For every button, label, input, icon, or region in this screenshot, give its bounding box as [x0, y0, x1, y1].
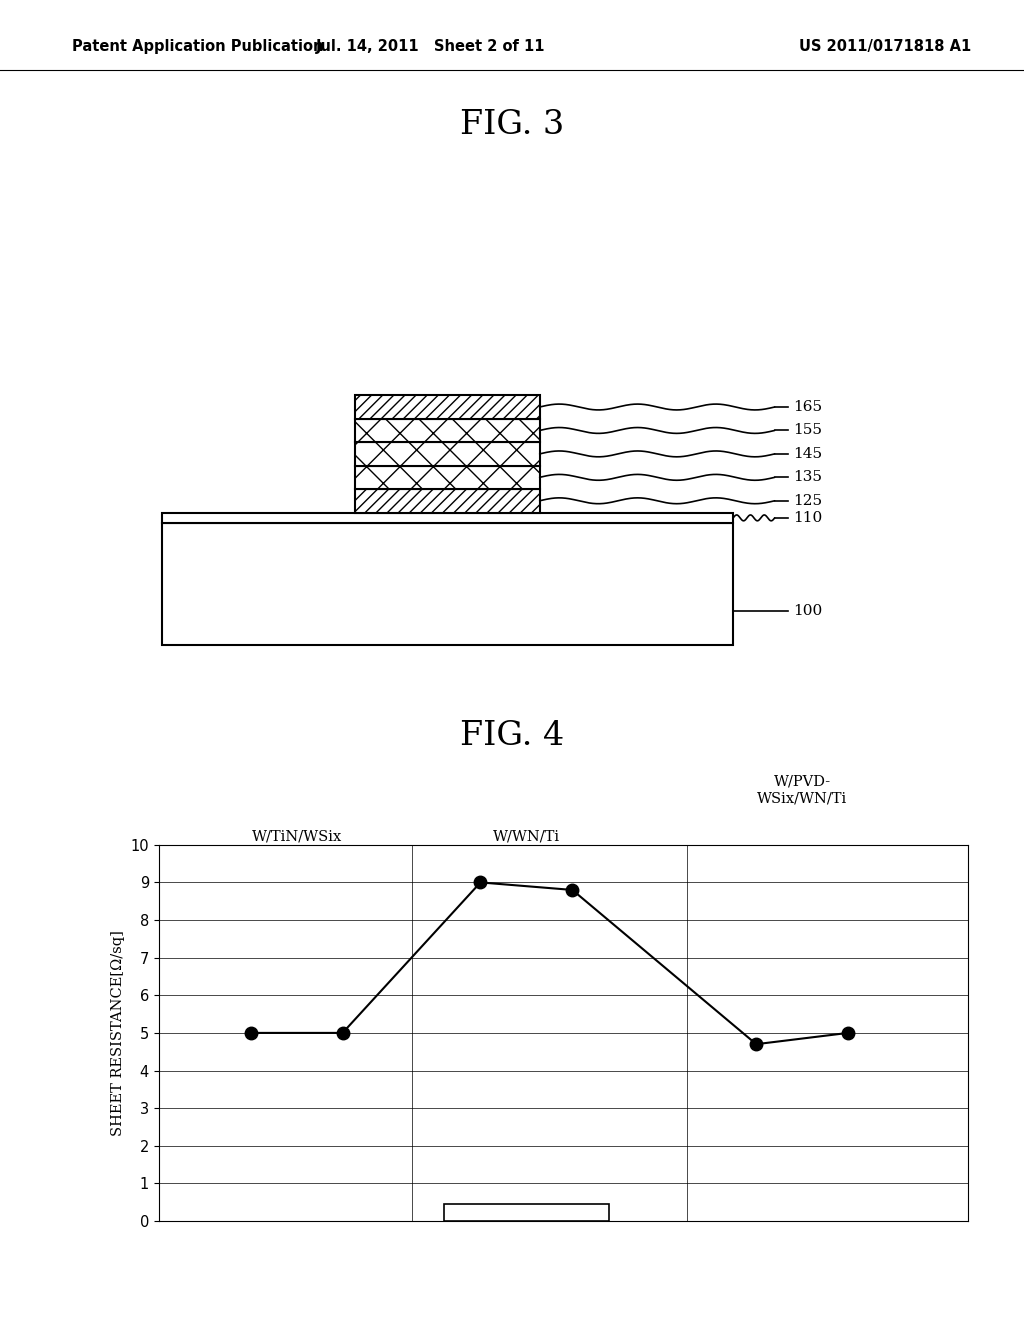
Bar	[162, 512, 733, 523]
Text: FIG. 3: FIG. 3	[460, 110, 564, 141]
Text: Patent Application Publication: Patent Application Publication	[72, 38, 324, 54]
Bar	[355, 395, 540, 418]
Text: W/TiN/WSix: W/TiN/WSix	[252, 830, 342, 843]
Bar	[443, 1204, 609, 1221]
Text: 155: 155	[794, 424, 822, 437]
Y-axis label: SHEET RESISTANCE[Ω/sq]: SHEET RESISTANCE[Ω/sq]	[111, 931, 125, 1135]
Text: FIG. 4: FIG. 4	[460, 719, 564, 752]
Bar	[355, 488, 540, 512]
Bar	[355, 466, 540, 488]
Text: Jul. 14, 2011   Sheet 2 of 11: Jul. 14, 2011 Sheet 2 of 11	[315, 38, 545, 54]
Text: 110: 110	[794, 511, 822, 525]
Text: 100: 100	[794, 605, 822, 618]
Text: 125: 125	[794, 494, 822, 508]
Text: US 2011/0171818 A1: US 2011/0171818 A1	[799, 38, 971, 54]
Text: 135: 135	[794, 470, 822, 484]
Text: 165: 165	[794, 400, 822, 414]
Bar	[355, 418, 540, 442]
Text: 145: 145	[794, 447, 822, 461]
Text: W/WN/Ti: W/WN/Ti	[493, 830, 560, 843]
Bar	[162, 523, 733, 645]
Bar	[355, 442, 540, 466]
Text: W/PVD-
WSix/WN/Ti: W/PVD- WSix/WN/Ti	[757, 775, 847, 805]
